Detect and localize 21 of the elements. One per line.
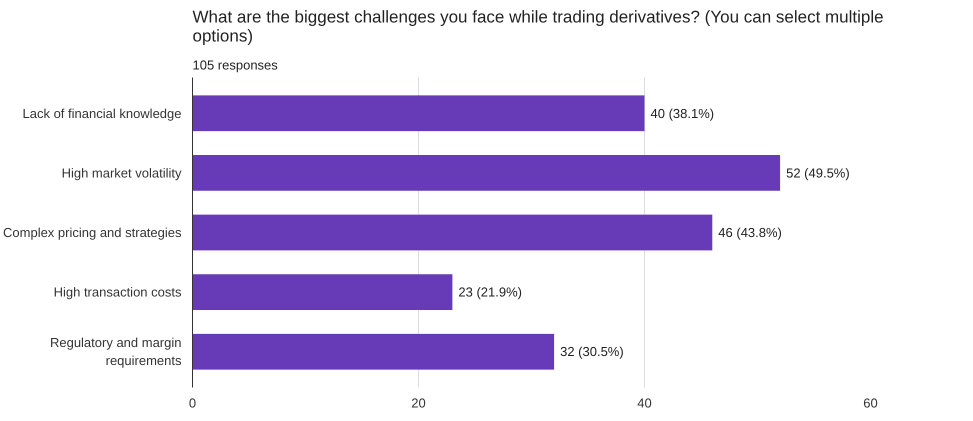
x-tick-label: 40 [637,396,652,410]
chart-subtitle: 105 responses [192,58,278,72]
data-label: 52 (49.5%) [786,165,850,180]
data-label: 40 (38.1%) [650,106,714,121]
data-label: 32 (30.5%) [560,344,624,360]
x-tick-label: 20 [411,396,426,410]
y-tick-label: High market volatility [62,165,182,180]
data-label: 23 (21.9%) [458,284,522,300]
x-tick-label: 60 [863,396,878,410]
bar [192,95,644,132]
y-tick-label: Lack of financial knowledge [22,106,182,121]
bar [192,274,452,310]
chart-title: What are the biggest challenges you face while trading derivatives? (You can select multiple options) [192,8,884,46]
bar [192,214,712,250]
y-tick-label: Regulatory and margin requirements [50,335,182,368]
bar [192,155,780,191]
y-tick-label: High transaction costs [54,284,182,300]
y-tick-label: Complex pricing and strategies [3,225,182,240]
x-tick-label: 0 [188,396,196,410]
data-label: 46 (43.8%) [718,225,782,240]
bar [192,334,554,370]
